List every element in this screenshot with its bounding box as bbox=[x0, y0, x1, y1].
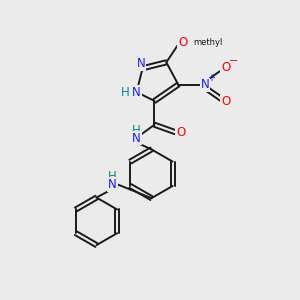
Text: H: H bbox=[108, 170, 117, 183]
Text: N: N bbox=[201, 78, 209, 91]
Text: H: H bbox=[121, 85, 130, 98]
Text: H: H bbox=[132, 124, 141, 136]
Text: N: N bbox=[132, 85, 141, 98]
Text: N: N bbox=[137, 57, 146, 70]
Text: O: O bbox=[221, 61, 230, 74]
Text: O: O bbox=[176, 126, 185, 139]
Text: methyl: methyl bbox=[194, 38, 223, 47]
Text: N: N bbox=[132, 132, 141, 145]
Text: −: − bbox=[229, 56, 238, 66]
Text: O: O bbox=[221, 95, 230, 108]
Text: O: O bbox=[178, 36, 187, 49]
Text: +: + bbox=[208, 73, 215, 83]
Text: N: N bbox=[108, 178, 117, 191]
